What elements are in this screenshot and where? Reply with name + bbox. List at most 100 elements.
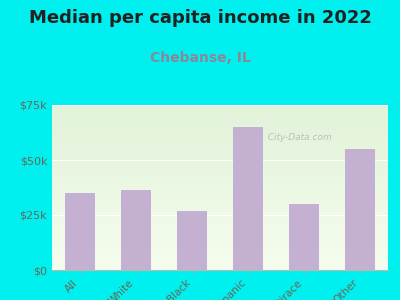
Bar: [52, 146, 388, 147]
Bar: [52, 116, 388, 117]
Bar: [52, 207, 388, 208]
Bar: [52, 257, 388, 258]
Bar: [52, 172, 388, 173]
Bar: [52, 233, 388, 234]
Bar: [52, 118, 388, 119]
Bar: [52, 253, 388, 254]
Bar: [52, 111, 388, 112]
Bar: [52, 164, 388, 165]
Bar: [52, 205, 388, 206]
Bar: [52, 148, 388, 149]
Bar: [52, 218, 388, 219]
Bar: [52, 204, 388, 205]
Text: City-Data.com: City-Data.com: [262, 134, 332, 142]
Bar: [52, 113, 388, 114]
Bar: [52, 184, 388, 185]
Bar: [52, 229, 388, 230]
Bar: [52, 258, 388, 259]
Bar: [52, 133, 388, 134]
Bar: [52, 108, 388, 109]
Bar: [52, 240, 388, 241]
Bar: [233, 127, 264, 270]
Bar: [52, 169, 388, 170]
Bar: [52, 246, 388, 247]
Bar: [52, 175, 388, 176]
Bar: [52, 121, 388, 122]
Bar: [52, 250, 388, 251]
Bar: [52, 142, 388, 143]
Bar: [52, 237, 388, 238]
Bar: [52, 183, 388, 184]
Bar: [52, 247, 388, 248]
Bar: [52, 261, 388, 262]
Bar: [52, 227, 388, 228]
Bar: [52, 112, 388, 113]
Bar: [52, 264, 388, 265]
Bar: [52, 231, 388, 232]
Bar: [52, 219, 388, 220]
Bar: [52, 209, 388, 210]
Bar: [52, 167, 388, 168]
Bar: [52, 158, 388, 159]
Bar: [52, 245, 388, 246]
Bar: [52, 265, 388, 266]
Bar: [52, 211, 388, 212]
Bar: [52, 106, 388, 107]
Bar: [52, 208, 388, 209]
Bar: [52, 193, 388, 194]
Bar: [52, 128, 388, 129]
Bar: [52, 166, 388, 167]
Bar: [52, 263, 388, 264]
Bar: [52, 236, 388, 237]
Bar: [52, 222, 388, 223]
Bar: [52, 194, 388, 195]
Bar: [52, 255, 388, 256]
Bar: [52, 235, 388, 236]
Bar: [52, 129, 388, 130]
Bar: [52, 179, 388, 180]
Bar: [52, 215, 388, 216]
Bar: [52, 125, 388, 126]
Bar: [52, 110, 388, 111]
Bar: [52, 214, 388, 215]
Bar: [52, 230, 388, 231]
Bar: [52, 135, 388, 136]
Bar: [52, 190, 388, 191]
Bar: [52, 150, 388, 151]
Bar: [52, 139, 388, 140]
Bar: [52, 180, 388, 181]
Bar: [121, 190, 151, 270]
Bar: [52, 256, 388, 257]
Bar: [52, 157, 388, 158]
Bar: [52, 248, 388, 249]
Bar: [64, 193, 96, 270]
Bar: [52, 173, 388, 174]
Bar: [52, 197, 388, 198]
Bar: [52, 136, 388, 137]
Bar: [52, 195, 388, 196]
Bar: [52, 223, 388, 224]
Bar: [344, 149, 375, 270]
Bar: [52, 171, 388, 172]
Bar: [52, 182, 388, 183]
Bar: [52, 159, 388, 160]
Bar: [52, 149, 388, 150]
Bar: [52, 174, 388, 175]
Bar: [52, 187, 388, 188]
Bar: [52, 122, 388, 123]
Bar: [52, 181, 388, 182]
Bar: [52, 176, 388, 177]
Bar: [289, 204, 320, 270]
Bar: [52, 268, 388, 269]
Bar: [52, 213, 388, 214]
Bar: [52, 220, 388, 221]
Bar: [52, 140, 388, 141]
Bar: [52, 114, 388, 115]
Bar: [52, 147, 388, 148]
Bar: [52, 170, 388, 171]
Bar: [52, 224, 388, 225]
Bar: [52, 266, 388, 267]
Bar: [52, 234, 388, 235]
Bar: [52, 141, 388, 142]
Bar: [52, 107, 388, 108]
